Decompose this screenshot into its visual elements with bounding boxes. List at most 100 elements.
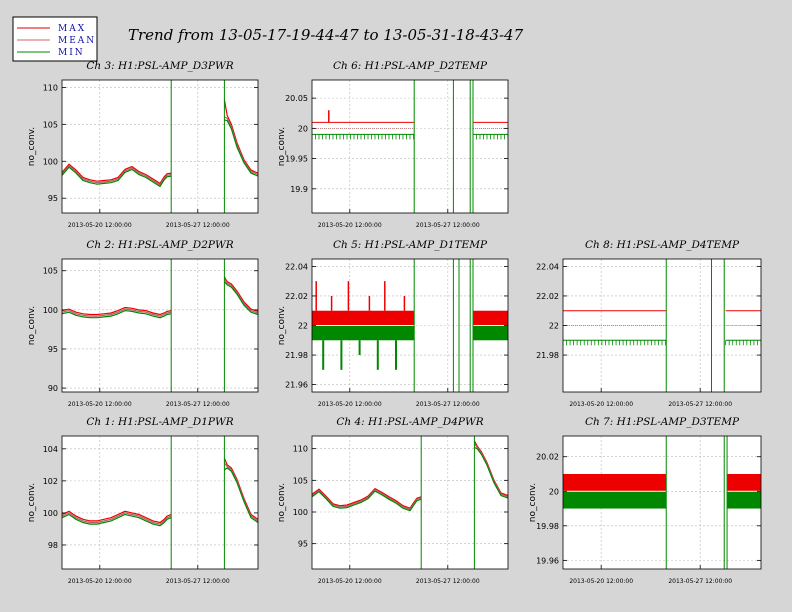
- legend-frame: [12, 16, 98, 62]
- chart-4-ylabel: no_conv.: [277, 306, 287, 345]
- chart-3-ytick-label-1: 95: [48, 345, 58, 354]
- chart-3-series-max: [62, 306, 172, 316]
- chart-6-series-max-seg2: [223, 458, 258, 520]
- chart-5-ytick-label-0: 21.98: [536, 351, 559, 360]
- chart-7-ylabel: no_conv.: [277, 483, 287, 522]
- chart-8-title: Ch 7: H1:PSL-AMP_D3TEMP: [585, 416, 740, 428]
- legend-label-max: MAX: [58, 24, 86, 34]
- chart-3-plot-area: [62, 259, 258, 392]
- chart-5-title: Ch 8: H1:PSL-AMP_D4TEMP: [585, 239, 740, 251]
- chart-panel-6: 98 100 102 104 2013-05-20 12:00:00 2013-05-27…: [27, 416, 259, 585]
- chart-2-ytick-label-0: 19.9: [290, 185, 308, 194]
- chart-6-series-mean: [62, 512, 172, 525]
- chart-2-data: [312, 80, 508, 213]
- chart-3-series-mean-seg2: [223, 278, 258, 314]
- chart-7-series-min: [312, 490, 422, 512]
- chart-7-xtick-label-0: 2013-05-20 12:00:00: [318, 578, 382, 585]
- chart-8-ylabel: no_conv.: [528, 483, 538, 522]
- chart-1-series-mean-seg2: [224, 116, 258, 176]
- chart-5-data: [563, 259, 761, 392]
- legend-label-mean: MEAN: [58, 36, 96, 46]
- chart-4-ytick-label-0: 21.96: [285, 381, 308, 390]
- chart-3-xtick-label-0: 2013-05-20 12:00:00: [68, 401, 132, 408]
- chart-3-title: Ch 2: H1:PSL-AMP_D2PWR: [86, 239, 233, 251]
- chart-6-series-min-seg2: [224, 467, 258, 523]
- chart-panel-8: 19.96 19.98 20 20.02 2013-05-20 12:00:00 2013…: [528, 416, 762, 585]
- chart-8-band-max-1: [727, 474, 761, 492]
- chart-1-series-min: [62, 166, 172, 188]
- chart-7-frame: [311, 435, 509, 570]
- chart-6-ytick-label-0: 98: [48, 541, 58, 550]
- chart-1-ytick-label-1: 100: [43, 157, 58, 166]
- chart-3-series-min-seg2: [223, 281, 258, 316]
- chart-4-ytick-label-2: 22: [298, 322, 308, 331]
- chart-1-data: [62, 80, 258, 213]
- chart-6-ytick-label-3: 104: [43, 445, 58, 454]
- chart-7-data: [312, 436, 508, 569]
- chart-3-ytick-label-2: 100: [43, 306, 58, 315]
- chart-3-series-max-seg2: [223, 276, 258, 312]
- chart-7-xtick-label-1: 2013-05-27 12:00:00: [416, 578, 480, 585]
- chart-8-xtick-label-1: 2013-05-27 12:00:00: [668, 578, 732, 585]
- chart-1-plot-area: [62, 80, 258, 213]
- chart-4-title: Ch 5: H1:PSL-AMP_D1TEMP: [333, 239, 488, 251]
- chart-6-frame: [61, 435, 259, 570]
- chart-panel-3: 90 95 100 105 2013-05-20 12:00:00 2013-05-27 …: [27, 239, 259, 408]
- chart-1-ytick-label-2: 105: [43, 120, 58, 129]
- chart-1-series-min-seg2: [224, 119, 258, 177]
- chart-3-data: [62, 259, 258, 392]
- chart-8-frame: [562, 435, 762, 570]
- chart-8-data: [563, 436, 761, 569]
- chart-5-xtick-label-1: 2013-05-27 12:00:00: [668, 401, 732, 408]
- chart-2-title: Ch 6: H1:PSL-AMP_D2TEMP: [333, 60, 488, 72]
- chart-3-series-mean: [62, 308, 172, 317]
- chart-6-plot-area: [62, 436, 258, 569]
- chart-6-ytick-label-1: 100: [43, 509, 58, 518]
- chart-2-ytick-label-2: 20: [298, 124, 308, 133]
- chart-7-series-max: [312, 487, 422, 509]
- chart-6-ylabel: no_conv.: [27, 483, 37, 522]
- chart-1-series-mean: [62, 164, 172, 186]
- chart-2-frame: [311, 79, 509, 214]
- chart-8-xtick-label-0: 2013-05-20 12:00:00: [569, 578, 633, 585]
- chart-5-ytick-label-2: 22.02: [536, 292, 559, 301]
- chart-6-xtick-label-0: 2013-05-20 12:00:00: [68, 578, 132, 585]
- chart-2-ylabel: no_conv.: [277, 127, 287, 166]
- chart-grid: 95 100 105 110 2013-05-20 12:00:00 2013-05-27…: [27, 60, 762, 585]
- chart-1-ytick-label-0: 95: [48, 194, 58, 203]
- chart-1-series-max: [62, 163, 172, 185]
- chart-4-data: [312, 259, 508, 392]
- chart-2-ytick-label-1: 19.95: [285, 155, 308, 164]
- chart-7-series-min-seg2: [474, 446, 508, 499]
- chart-7-ytick-label-3: 110: [293, 445, 308, 454]
- chart-8-ytick-label-2: 20: [549, 487, 559, 496]
- page-title: Trend from 13-05-17-19-44-47 to 13-05-31…: [128, 26, 524, 44]
- chart-6-data: [62, 436, 258, 569]
- chart-3-series-min: [62, 309, 172, 319]
- chart-4-band-min-1: [473, 325, 508, 341]
- chart-5-ytick-label-1: 22: [549, 322, 559, 331]
- chart-6-series-max: [62, 510, 172, 524]
- chart-3-ytick-label-0: 90: [48, 384, 58, 393]
- legend-label-min: MIN: [58, 48, 85, 58]
- chart-4-ytick-label-1: 21.98: [285, 351, 308, 360]
- chart-4-band-max-0: [312, 310, 415, 326]
- chart-3-ytick-label-3: 105: [43, 267, 58, 276]
- chart-7-plot-area: [312, 436, 508, 569]
- chart-panel-1: 95 100 105 110 2013-05-20 12:00:00 2013-05-27…: [27, 60, 259, 229]
- chart-3-ylabel: no_conv.: [27, 306, 37, 345]
- chart-1-xtick-label-0: 2013-05-20 12:00:00: [68, 222, 132, 229]
- chart-4-ytick-label-3: 22.02: [285, 292, 308, 301]
- chart-6-series-mean-seg2: [223, 462, 258, 522]
- chart-7-ytick-label-2: 105: [293, 476, 308, 485]
- chart-7-ytick-label-0: 95: [298, 540, 308, 549]
- chart-2-ytick-label-3: 20.05: [285, 94, 308, 103]
- chart-7-title: Ch 4: H1:PSL-AMP_D4PWR: [336, 416, 483, 428]
- chart-4-band-min-0: [312, 325, 415, 341]
- chart-1-series-max-seg2: [223, 99, 258, 174]
- chart-3-frame: [61, 258, 259, 393]
- chart-1-xtick-label-1: 2013-05-27 12:00:00: [166, 222, 230, 229]
- chart-7-series-mean: [312, 489, 422, 511]
- chart-4-ytick-label-4: 22.04: [285, 262, 308, 271]
- chart-panel-7: 95 100 105 110 2013-05-20 12:00:00 2013-05-27…: [277, 416, 509, 585]
